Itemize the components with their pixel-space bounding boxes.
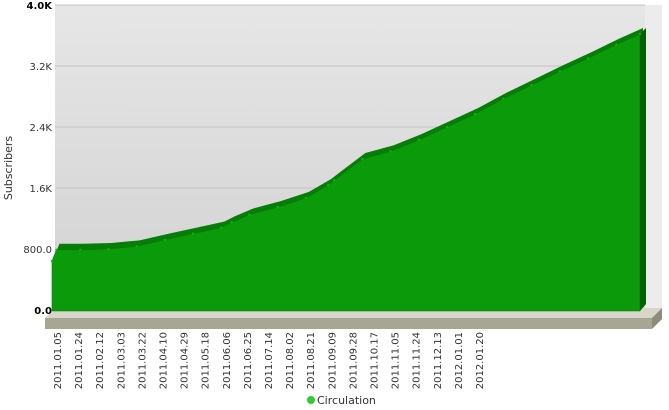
y-tick-label: 4.0K (27, 1, 54, 12)
y-tick-label: 1.6K (30, 184, 53, 195)
x-tick-label: 2011.12.13 (433, 332, 444, 389)
x-tick-label: 2011.04.10 (159, 332, 170, 389)
x-tick-label: 2011.07.14 (264, 332, 275, 389)
data-point (530, 83, 533, 87)
y-axis-title: Subscribers (2, 136, 15, 201)
data-point (304, 196, 308, 200)
data-point (445, 125, 449, 129)
data-point (361, 157, 364, 161)
plot-floor-side (652, 308, 662, 329)
data-point (615, 43, 618, 46)
data-point (326, 183, 330, 187)
x-tick-label: 2011.01.24 (74, 332, 85, 389)
x-tick-label: 2011.05.18 (201, 332, 212, 389)
data-point (248, 213, 251, 216)
x-tick-label: 2011.04.29 (180, 332, 191, 389)
data-point (558, 70, 562, 73)
data-point (417, 138, 420, 142)
data-point (79, 248, 82, 251)
legend: Circulation (307, 394, 376, 407)
y-tick-label: 0.0 (34, 306, 52, 317)
circulation-area-endcap (640, 27, 646, 311)
data-point (220, 226, 223, 229)
x-tick-label: 2011.09.28 (348, 332, 359, 389)
x-tick-label: 2011.09.09 (327, 332, 338, 389)
x-tick-label: 2011.11.05 (391, 332, 402, 389)
data-point (230, 221, 233, 224)
x-tick-label: 2011.10.17 (370, 332, 381, 389)
data-point (473, 112, 477, 116)
x-tick-label: 2011.06.06 (222, 332, 233, 389)
data-point (502, 97, 505, 100)
x-tick-label: 2012.01.20 (475, 332, 486, 389)
data-point (55, 248, 58, 251)
x-tick-label: 2011.03.03 (116, 332, 127, 389)
legend-label-circulation: Circulation (317, 394, 376, 407)
plot-floor-front (45, 318, 652, 329)
data-point (638, 32, 642, 36)
x-tick-label: 2011.08.02 (285, 332, 296, 389)
data-point (191, 232, 195, 235)
data-point (276, 205, 279, 209)
plot-side-wall (645, 5, 662, 310)
data-point (163, 238, 167, 242)
x-tick-label: 2011.03.22 (137, 332, 148, 389)
x-tick-label: 2011.02.12 (95, 332, 106, 389)
x-tick-label: 2011.01.05 (53, 332, 64, 389)
data-point (50, 260, 54, 263)
data-point (389, 150, 392, 153)
data-point (332, 179, 336, 182)
data-point (107, 247, 110, 251)
data-point (586, 57, 590, 60)
y-tick-label: 800.0 (23, 245, 52, 256)
x-tick-label: 2011.11.24 (412, 332, 423, 389)
x-tick-label: 2011.08.21 (306, 332, 317, 389)
y-tick-label: 2.4K (30, 123, 53, 134)
x-tick-label: 2012.01.01 (454, 332, 465, 389)
x-tick-label: 2011.06.25 (243, 332, 254, 389)
y-tick-label: 3.2K (30, 62, 53, 73)
circulation-area (51, 33, 641, 312)
data-point (135, 245, 138, 248)
legend-marker-circulation (307, 396, 315, 404)
